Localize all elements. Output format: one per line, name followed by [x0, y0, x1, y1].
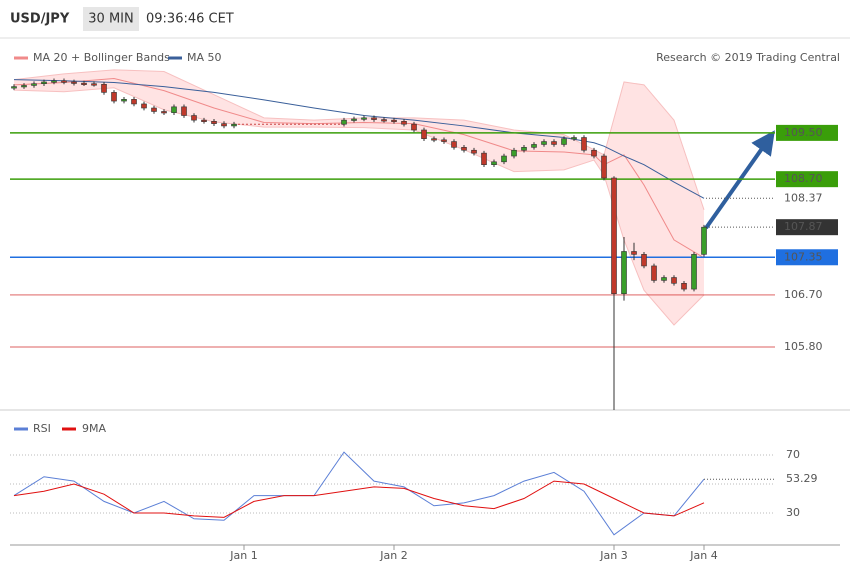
- level-box: [776, 124, 838, 141]
- level-box: [776, 171, 838, 188]
- candle-body: [681, 283, 687, 290]
- time: 09:36:46 CET: [146, 12, 234, 27]
- legend-label: RSI: [33, 422, 51, 435]
- candle-body: [541, 141, 547, 145]
- candle-body: [211, 121, 217, 124]
- interval: 30 MIN: [88, 12, 133, 27]
- candle-body: [41, 81, 47, 85]
- candle-body: [651, 265, 657, 281]
- candle-body: [381, 119, 387, 122]
- level-label: 107.35: [784, 250, 823, 263]
- candle-body: [341, 119, 347, 125]
- candle-body: [421, 129, 427, 139]
- candle-body: [81, 82, 87, 85]
- candle-body: [51, 80, 57, 83]
- candle-body: [351, 118, 357, 121]
- candle-body: [121, 99, 127, 102]
- candle-body: [11, 86, 17, 89]
- candle-body: [161, 111, 167, 114]
- candle-body: [451, 141, 457, 148]
- candle-body: [151, 107, 157, 112]
- bollinger-upper: [13, 69, 705, 210]
- candle-body: [91, 83, 97, 86]
- candle-body: [561, 138, 567, 145]
- candle-body: [221, 123, 227, 127]
- candle-body: [471, 149, 477, 154]
- candle-body: [501, 155, 507, 163]
- candle-body: [231, 123, 237, 127]
- candle-body: [641, 254, 647, 267]
- candle-body: [461, 147, 467, 151]
- forecast-arrow: [704, 130, 775, 230]
- candle-body: [601, 155, 607, 179]
- candle-body: [631, 251, 637, 255]
- candle-body: [371, 117, 377, 120]
- rsi-ma-line: [13, 480, 705, 518]
- level-box: [776, 219, 838, 236]
- candle-body: [201, 119, 207, 122]
- rsi-current-label: 53.29: [786, 472, 818, 485]
- candle-body: [361, 117, 367, 120]
- candle-body: [141, 103, 147, 109]
- candle-body: [431, 138, 437, 141]
- candle-body: [511, 149, 517, 157]
- candle-body: [401, 121, 407, 125]
- candle-body: [101, 83, 107, 93]
- rsi-tick-label: 70: [786, 448, 800, 461]
- candle-body: [591, 149, 597, 157]
- level-label: 107.87: [784, 220, 823, 233]
- candle-body: [581, 137, 587, 151]
- x-tick-label: Jan 3: [599, 549, 627, 562]
- candle-body: [21, 85, 27, 88]
- candle-body: [441, 139, 447, 142]
- bollinger-band: [14, 69, 704, 325]
- candle-body: [701, 226, 707, 255]
- interval-box: [83, 7, 139, 31]
- candle-body: [171, 106, 177, 113]
- level-label: 108.37: [784, 191, 823, 204]
- x-tick-label: Jan 2: [379, 549, 407, 562]
- candle-body: [71, 81, 77, 84]
- candle-body: [61, 80, 67, 83]
- credit: Research © 2019 Trading Central: [656, 51, 840, 64]
- candle-body: [531, 144, 537, 148]
- candle-body: [571, 137, 577, 140]
- level-label: 105.80: [784, 340, 823, 353]
- candle-body: [621, 251, 627, 295]
- candle-body: [191, 115, 197, 121]
- rsi-label-box: [776, 471, 838, 488]
- candle-body: [411, 123, 417, 131]
- level-label: 108.70: [784, 172, 823, 185]
- candle-body: [671, 277, 677, 284]
- candle-body: [481, 152, 487, 165]
- candle-body: [611, 177, 617, 295]
- candle-body: [661, 277, 667, 281]
- legend-label: 9MA: [82, 422, 106, 435]
- candle-body: [491, 161, 497, 165]
- bollinger-lower: [13, 87, 705, 326]
- candle-body: [111, 92, 117, 102]
- symbol: USD/JPY: [10, 12, 70, 27]
- x-tick-label: Jan 1: [229, 549, 257, 562]
- rsi-tick-label: 30: [786, 506, 800, 519]
- candle-body: [181, 106, 187, 116]
- level-box: [776, 249, 838, 266]
- rsi-line: [13, 451, 705, 536]
- level-label: 109.50: [784, 126, 823, 139]
- x-tick-label: Jan 4: [689, 549, 717, 562]
- legend-label: MA 20 + Bollinger Bands: [33, 51, 170, 64]
- ma50-line: [13, 79, 705, 199]
- level-label: 106.70: [784, 288, 823, 301]
- legend-label: MA 50: [187, 51, 222, 64]
- candle-body: [691, 254, 697, 290]
- candle-body: [521, 147, 527, 151]
- candle-body: [391, 119, 397, 122]
- candle-body: [31, 83, 37, 86]
- candle-body: [131, 99, 137, 105]
- candle-body: [551, 141, 557, 145]
- ma20-line: [13, 77, 705, 259]
